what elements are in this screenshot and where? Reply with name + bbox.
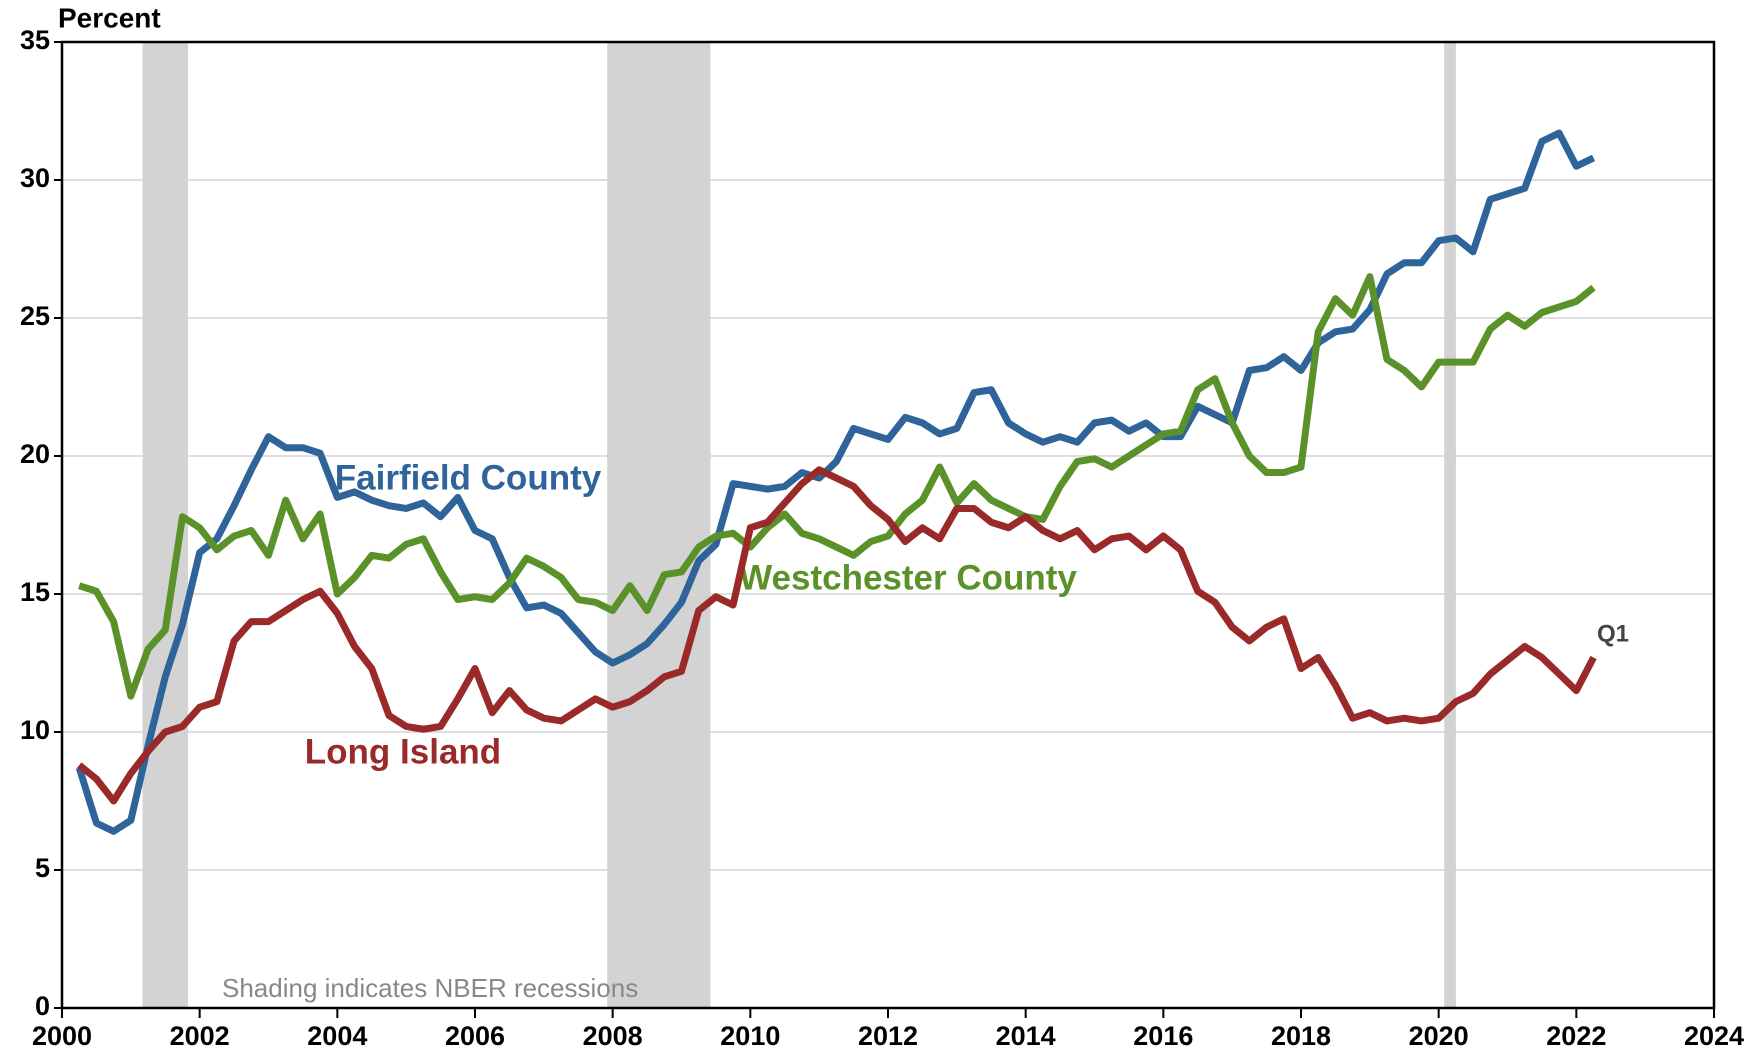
series-line xyxy=(75,129,1596,835)
y-axis-label: Percent xyxy=(58,2,161,33)
x-tick-label: 2000 xyxy=(32,1021,92,1051)
x-tick-label: 2008 xyxy=(583,1021,643,1051)
series-line xyxy=(78,273,1596,700)
recession-band xyxy=(1444,42,1456,1008)
x-tick-label: 2020 xyxy=(1409,1021,1469,1051)
x-tick-label: 2002 xyxy=(170,1021,230,1051)
series-label: Long Island xyxy=(305,732,501,771)
recession-band xyxy=(607,42,711,1008)
y-tick-label: 35 xyxy=(20,25,50,55)
x-tick-label: 2012 xyxy=(858,1021,918,1051)
x-tick-label: 2010 xyxy=(720,1021,780,1051)
y-tick-label: 15 xyxy=(20,577,50,607)
y-tick-label: 20 xyxy=(20,439,50,469)
y-tick-label: 30 xyxy=(20,163,50,193)
x-tick-label: 2004 xyxy=(307,1021,367,1051)
x-tick-label: 2022 xyxy=(1546,1021,1606,1051)
series-label: Fairfield County xyxy=(335,458,602,497)
x-tick-label: 2014 xyxy=(996,1021,1056,1051)
series-label: Westchester County xyxy=(739,558,1077,597)
x-tick-label: 2024 xyxy=(1684,1021,1744,1051)
plot-frame xyxy=(60,40,1716,1010)
end-label: Q1 xyxy=(1597,620,1629,647)
x-tick-label: 2018 xyxy=(1271,1021,1331,1051)
y-tick-label: 25 xyxy=(20,301,50,331)
x-tick-label: 2016 xyxy=(1133,1021,1193,1051)
x-tick-label: 2006 xyxy=(445,1021,505,1051)
y-tick-label: 0 xyxy=(35,991,50,1021)
y-tick-label: 10 xyxy=(20,715,50,745)
y-tick-label: 5 xyxy=(35,853,50,883)
series-line xyxy=(77,466,1597,805)
annotation: Shading indicates NBER recessions xyxy=(222,973,638,1003)
